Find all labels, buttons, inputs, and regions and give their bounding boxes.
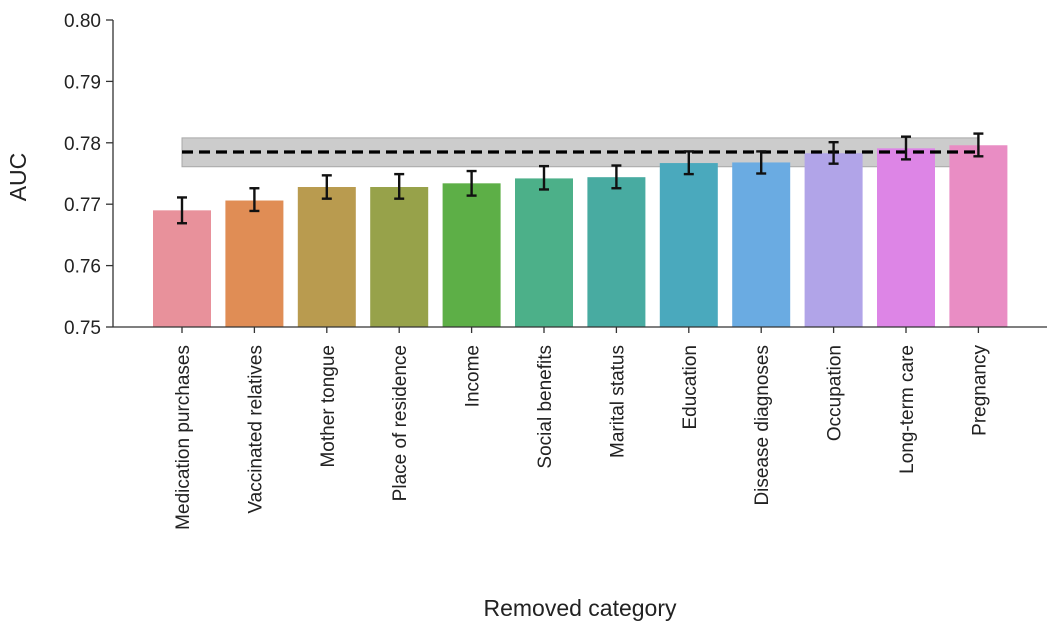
x-tick-labels-layer: Medication purchases Vaccinated relatives…: [173, 327, 990, 530]
bar: [804, 153, 863, 327]
y-tick-label: 0.75: [64, 318, 101, 339]
bars-layer: [153, 145, 1008, 327]
x-tick-label: Pregnancy: [969, 345, 990, 436]
x-tick-label: Marital status: [607, 345, 628, 458]
x-tick-label: Income: [463, 345, 484, 407]
axes-layer: [112, 20, 1047, 328]
bar: [949, 145, 1008, 327]
bar: [877, 148, 935, 327]
error-bar: [249, 187, 260, 213]
y-tick-label: 0.77: [64, 195, 101, 216]
x-axis-title: Removed category: [483, 595, 677, 621]
y-tick-label: 0.79: [64, 72, 101, 93]
x-tick-label: Vaccinated relatives: [245, 345, 266, 514]
x-tick-label: Occupation: [825, 345, 846, 441]
y-tick-label: 0.76: [64, 257, 101, 278]
bar: [225, 200, 284, 327]
error-bar: [539, 164, 549, 191]
bar: [370, 187, 429, 327]
bar: [732, 162, 791, 327]
y-tick-label: 0.80: [64, 11, 101, 32]
x-tick-label: Social benefits: [535, 345, 556, 469]
x-tick-label: Mother tongue: [318, 345, 339, 468]
x-tick-label: Education: [680, 345, 701, 430]
error-bar: [394, 172, 405, 200]
error-bar: [611, 164, 622, 190]
bar: [587, 177, 646, 327]
error-bar: [177, 196, 187, 225]
bar: [153, 210, 211, 327]
x-tick-label: Place of residence: [390, 345, 411, 501]
x-tick-label: Medication purchases: [173, 345, 194, 530]
bar: [515, 178, 573, 327]
y-ticks-layer: 0.75 0.76 0.77 0.78 0.79 0.80: [64, 11, 113, 339]
error-bar: [466, 169, 477, 197]
error-bar: [756, 150, 767, 175]
x-tick-label: Disease diagnoses: [752, 345, 773, 506]
error-bar: [901, 135, 911, 161]
y-tick-label: 0.78: [64, 134, 101, 155]
bar: [659, 163, 718, 327]
error-bars-layer: [177, 132, 984, 225]
error-bar: [683, 150, 694, 176]
error-bar: [828, 140, 839, 165]
error-bar: [321, 174, 332, 200]
bar: [297, 187, 356, 327]
x-tick-label: Long-term care: [897, 345, 918, 474]
error-bar: [973, 132, 984, 158]
bar: [442, 183, 501, 327]
y-axis-title: AUC: [5, 153, 31, 202]
